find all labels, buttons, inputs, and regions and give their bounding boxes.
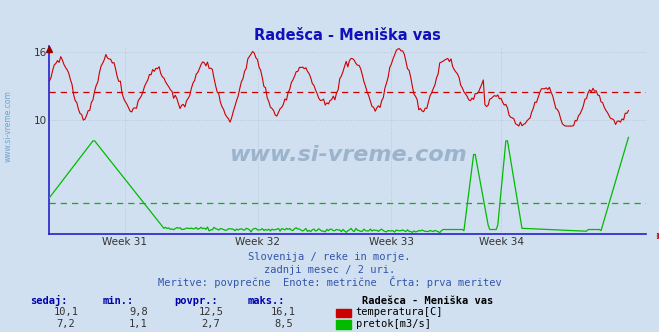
- Text: povpr.:: povpr.:: [175, 296, 218, 306]
- Text: www.si-vreme.com: www.si-vreme.com: [229, 145, 467, 165]
- Text: pretok[m3/s]: pretok[m3/s]: [356, 319, 431, 329]
- Text: 16,1: 16,1: [271, 307, 296, 317]
- Text: Slovenija / reke in morje.: Slovenija / reke in morje.: [248, 252, 411, 262]
- Title: Radešca - Meniška vas: Radešca - Meniška vas: [254, 28, 441, 42]
- Text: 8,5: 8,5: [274, 319, 293, 329]
- Text: 12,5: 12,5: [198, 307, 223, 317]
- Text: temperatura[C]: temperatura[C]: [356, 307, 444, 317]
- Text: Radešca - Meniška vas: Radešca - Meniška vas: [362, 296, 494, 306]
- Text: 10,1: 10,1: [53, 307, 78, 317]
- Text: 7,2: 7,2: [57, 319, 75, 329]
- Text: zadnji mesec / 2 uri.: zadnji mesec / 2 uri.: [264, 265, 395, 275]
- Text: sedaj:: sedaj:: [30, 295, 67, 306]
- Text: www.si-vreme.com: www.si-vreme.com: [3, 90, 13, 162]
- Text: 2,7: 2,7: [202, 319, 220, 329]
- Text: min.:: min.:: [102, 296, 133, 306]
- Text: 9,8: 9,8: [129, 307, 148, 317]
- Text: 1,1: 1,1: [129, 319, 148, 329]
- Text: Meritve: povprečne  Enote: metrične  Črta: prva meritev: Meritve: povprečne Enote: metrične Črta:…: [158, 276, 501, 288]
- Text: maks.:: maks.:: [247, 296, 285, 306]
